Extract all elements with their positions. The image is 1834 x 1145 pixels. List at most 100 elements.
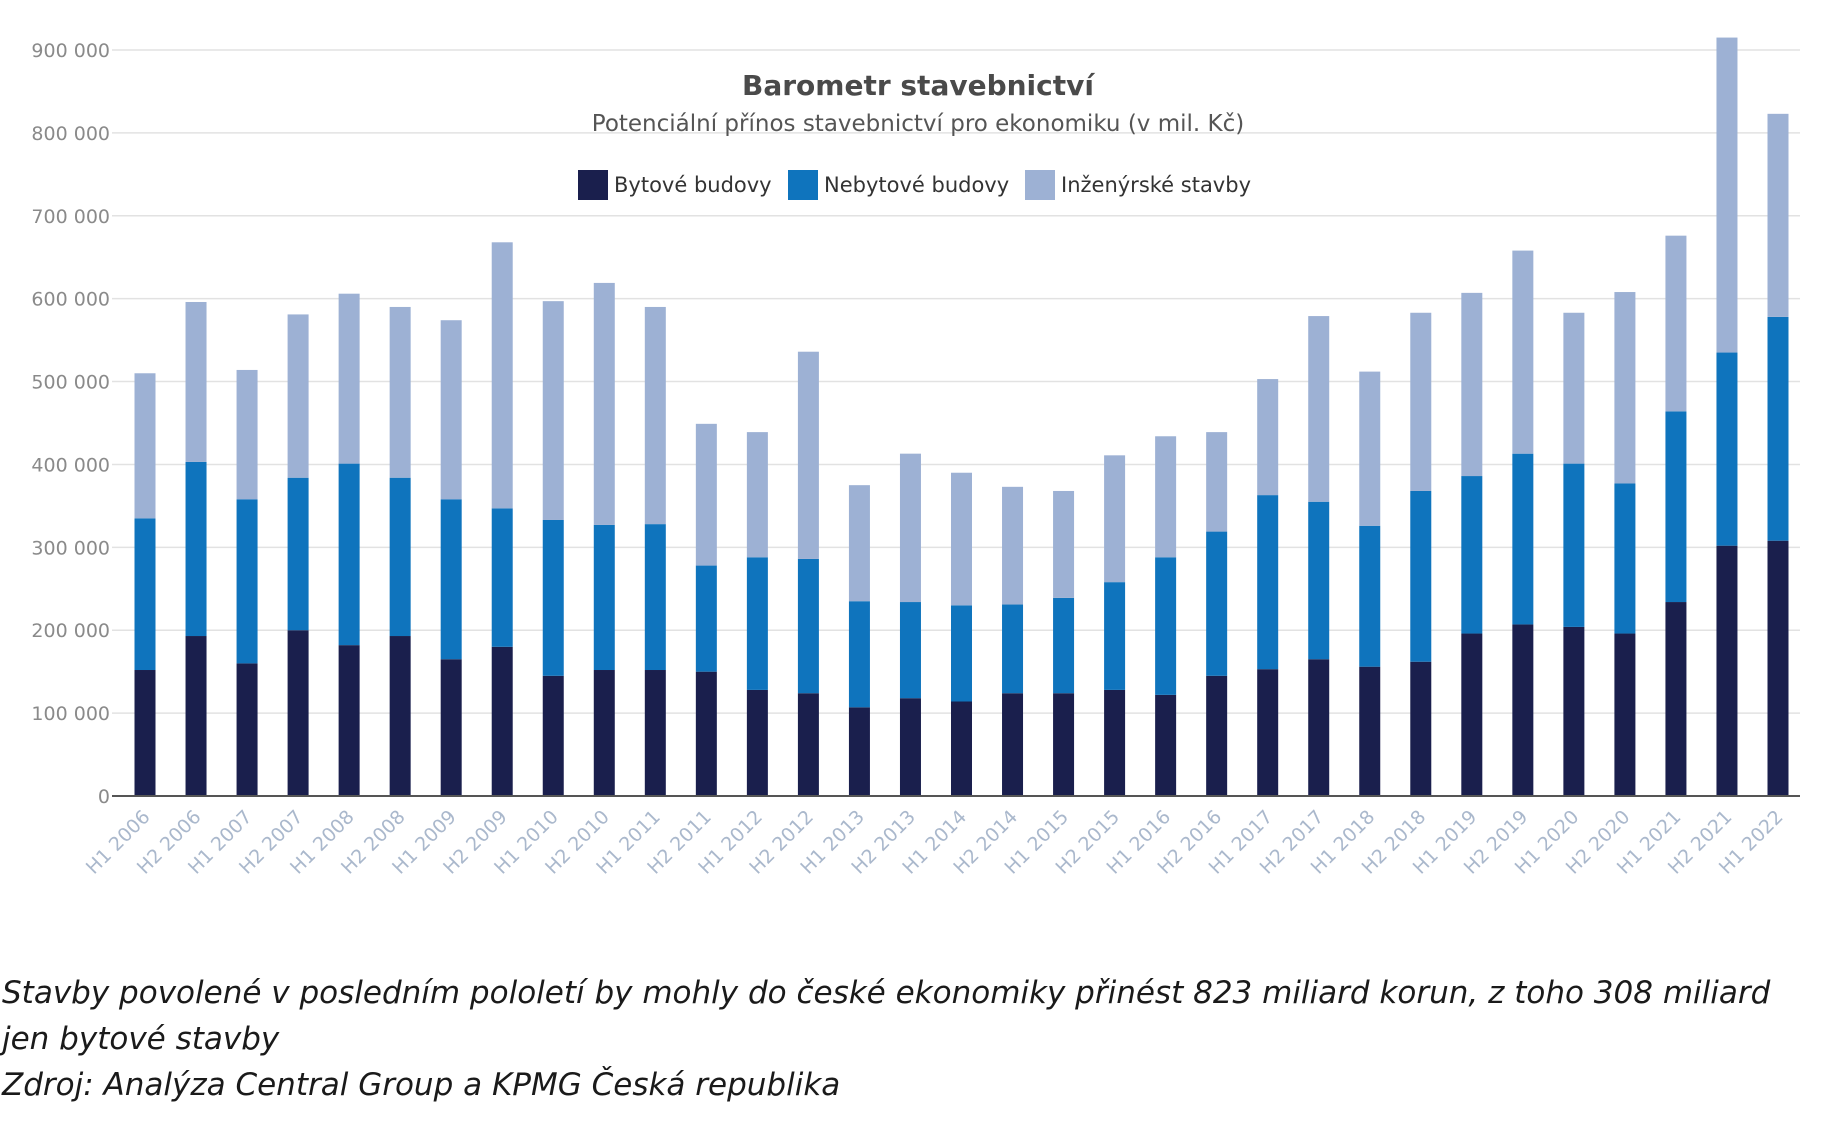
bar-bytove-budovy-h1-2008 — [338, 645, 360, 796]
bar-inzenyrske-stavby-h2-2013 — [899, 453, 921, 603]
chart-subtitle: Potenciální přínos stavebnictví pro ekon… — [592, 111, 1244, 137]
bar-bytove-budovy-h2-2021 — [1716, 545, 1738, 796]
bar-bytove-budovy-h2-2017 — [1308, 659, 1330, 796]
bar-bytove-budovy-h2-2013 — [899, 698, 921, 796]
bar-bytove-budovy-h2-2007 — [287, 630, 309, 796]
bar-nebytove-budovy-h1-2012 — [746, 557, 768, 690]
bar-nebytove-budovy-h1-2006 — [134, 518, 156, 671]
bar-bytove-budovy-h2-2016 — [1206, 675, 1228, 796]
bar-bytove-budovy-h1-2010 — [542, 675, 564, 796]
bar-nebytove-budovy-h1-2018 — [1359, 525, 1381, 667]
bar-nebytove-budovy-h2-2013 — [899, 602, 921, 699]
bar-inzenyrske-stavby-h1-2014 — [951, 472, 972, 606]
bar-inzenyrske-stavby-h2-2020 — [1614, 292, 1636, 484]
y-tick-label: 900 000 — [31, 40, 110, 62]
bar-nebytove-budovy-h1-2021 — [1665, 411, 1687, 603]
bar-inzenyrske-stavby-h2-2012 — [797, 351, 819, 559]
y-tick-label: 700 000 — [31, 206, 110, 228]
bar-inzenyrske-stavby-h2-2021 — [1716, 37, 1738, 353]
bar-nebytove-budovy-h2-2006 — [185, 461, 207, 637]
bar-inzenyrske-stavby-h1-2018 — [1359, 371, 1381, 526]
bar-nebytove-budovy-h1-2009 — [440, 499, 462, 660]
bar-inzenyrske-stavby-h1-2006 — [134, 373, 156, 519]
bar-nebytove-budovy-h1-2013 — [848, 601, 870, 708]
bar-nebytove-budovy-h1-2010 — [542, 519, 564, 676]
bar-inzenyrske-stavby-h2-2010 — [593, 282, 615, 525]
bar-nebytove-budovy-h2-2010 — [593, 524, 615, 671]
bar-nebytove-budovy-h1-2016 — [1155, 557, 1177, 695]
bar-inzenyrske-stavby-h2-2009 — [491, 242, 513, 509]
bar-nebytove-budovy-h2-2014 — [1002, 604, 1024, 694]
bar-inzenyrske-stavby-h1-2011 — [644, 306, 666, 525]
bar-bytove-budovy-h1-2017 — [1257, 669, 1279, 796]
bar-nebytove-budovy-h2-2009 — [491, 508, 513, 647]
legend-swatch-bytove-budovy — [578, 170, 608, 200]
bar-inzenyrske-stavby-h1-2019 — [1461, 292, 1483, 477]
bar-inzenyrske-stavby-h1-2010 — [542, 301, 564, 520]
bar-bytove-budovy-h2-2015 — [1104, 689, 1126, 796]
bar-nebytove-budovy-h2-2018 — [1410, 490, 1432, 662]
bar-inzenyrske-stavby-h2-2011 — [695, 423, 717, 566]
bar-bytove-budovy-h1-2022 — [1767, 540, 1789, 796]
bar-nebytove-budovy-h1-2015 — [1053, 597, 1075, 694]
bar-nebytove-budovy-h2-2012 — [797, 558, 819, 694]
bar-inzenyrske-stavby-h2-2017 — [1308, 316, 1330, 502]
bar-nebytove-budovy-h1-2007 — [236, 499, 258, 664]
bar-bytove-budovy-h2-2019 — [1512, 624, 1534, 796]
bar-inzenyrske-stavby-h1-2012 — [746, 432, 768, 558]
legend-swatch-inzenyrske-stavby — [1025, 170, 1055, 200]
bar-inzenyrske-stavby-h1-2007 — [236, 369, 258, 500]
bar-nebytove-budovy-h2-2011 — [695, 565, 717, 672]
bar-bytove-budovy-h2-2018 — [1410, 661, 1432, 796]
bar-bytove-budovy-h1-2013 — [848, 707, 870, 796]
bar-bytove-budovy-h1-2009 — [440, 659, 462, 796]
bar-nebytove-budovy-h1-2019 — [1461, 476, 1483, 634]
legend-swatch-nebytove-budovy — [788, 170, 818, 200]
bar-bytove-budovy-h1-2016 — [1155, 694, 1177, 796]
bar-inzenyrske-stavby-h2-2019 — [1512, 250, 1534, 454]
bar-nebytove-budovy-h2-2020 — [1614, 483, 1636, 634]
bar-nebytove-budovy-h1-2017 — [1257, 495, 1279, 670]
bar-inzenyrske-stavby-h1-2016 — [1155, 436, 1177, 558]
y-axis-tick-labels: 0 100 000 200 000 300 000 400 000 500 000 600 … — [31, 40, 110, 808]
bar-nebytove-budovy-h2-2021 — [1716, 352, 1738, 546]
bar-bytove-budovy-h1-2007 — [236, 663, 258, 796]
y-tick-label: 100 000 — [31, 703, 110, 725]
legend-item-inzenyrske-stavby: Inženýrské stavby — [1025, 170, 1251, 200]
bar-nebytove-budovy-h1-2008 — [338, 463, 360, 646]
bars — [134, 37, 1789, 796]
bar-bytove-budovy-h2-2008 — [389, 636, 411, 796]
y-tick-label: 200 000 — [31, 620, 110, 642]
bar-inzenyrske-stavby-h2-2014 — [1002, 486, 1024, 605]
stacked-bar-chart: 0 100 000 200 000 300 000 400 000 500 000 600 … — [31, 37, 1800, 879]
legend-label-inzenyrske-stavby: Inženýrské stavby — [1061, 173, 1251, 197]
bar-inzenyrske-stavby-h2-2007 — [287, 314, 309, 478]
bar-bytove-budovy-h1-2020 — [1563, 626, 1585, 796]
bar-bytove-budovy-h1-2018 — [1359, 666, 1381, 796]
legend-item-bytove-budovy: Bytové budovy — [578, 170, 772, 200]
bar-nebytove-budovy-h1-2020 — [1563, 463, 1585, 627]
bar-inzenyrske-stavby-h1-2020 — [1563, 312, 1585, 464]
caption-description: Stavby povolené v posledním pololetí by … — [2, 975, 1771, 1057]
bar-inzenyrske-stavby-h1-2009 — [440, 320, 462, 500]
bar-bytove-budovy-h2-2011 — [695, 671, 717, 796]
bar-inzenyrske-stavby-h2-2015 — [1104, 455, 1126, 583]
bar-bytove-budovy-h2-2010 — [593, 670, 615, 796]
bar-nebytove-budovy-h1-2014 — [951, 605, 972, 702]
bar-bytove-budovy-h2-2006 — [185, 636, 207, 796]
bar-bytove-budovy-h1-2015 — [1053, 693, 1075, 796]
y-tick-label: 0 — [98, 786, 110, 808]
caption-source: Zdroj: Analýza Central Group a KPMG Česk… — [2, 1067, 841, 1103]
bar-nebytove-budovy-h2-2017 — [1308, 501, 1330, 660]
legend: Bytové budovy Nebytové budovy Inženýrské… — [578, 170, 1251, 200]
bar-nebytove-budovy-h1-2011 — [644, 524, 666, 671]
bar-inzenyrske-stavby-h2-2006 — [185, 301, 207, 462]
y-tick-label: 800 000 — [31, 123, 110, 145]
bar-inzenyrske-stavby-h1-2021 — [1665, 235, 1687, 412]
bar-bytove-budovy-h1-2019 — [1461, 633, 1483, 796]
bar-bytove-budovy-h1-2014 — [951, 701, 972, 796]
bar-nebytove-budovy-h2-2016 — [1206, 531, 1228, 676]
legend-label-nebytove-budovy: Nebytové budovy — [824, 173, 1009, 197]
chart-title: Barometr stavebnictví — [742, 69, 1095, 102]
